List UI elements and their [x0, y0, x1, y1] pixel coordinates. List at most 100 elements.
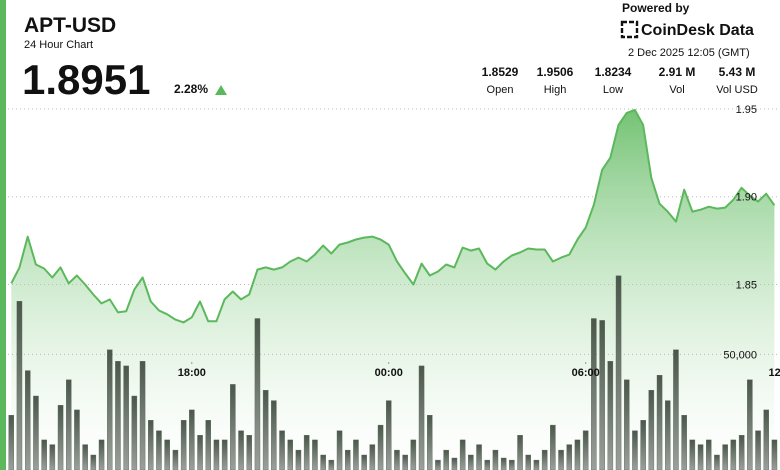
volume-bar	[16, 301, 23, 470]
volume-bar	[714, 454, 720, 470]
volume-bar	[574, 439, 581, 470]
volume-bar	[57, 405, 64, 470]
volume-bar	[262, 390, 269, 470]
volume-bar	[49, 444, 56, 470]
volume-bar	[147, 420, 154, 470]
volume-bar	[369, 444, 376, 470]
volume-bar	[738, 435, 745, 470]
subtitle: 24 Hour Chart	[24, 39, 93, 51]
volume-bar	[90, 454, 97, 470]
y-tick-label: 1.95	[736, 104, 757, 116]
brand-logo: CoinDesk Data	[620, 20, 754, 39]
symbol: APT-USD	[24, 14, 116, 37]
volume-bar	[459, 439, 466, 470]
volume-bar	[656, 375, 663, 470]
volume-bar	[254, 318, 261, 470]
volume-bar	[624, 379, 630, 470]
volume-bar	[689, 439, 696, 470]
volume-bar	[246, 435, 252, 470]
volume-bar	[205, 420, 211, 470]
volume-bar	[197, 435, 203, 470]
volume-bar	[279, 430, 285, 470]
x-tick-label: 00:00	[375, 367, 403, 379]
x-tick-label: 18:00	[178, 367, 206, 379]
volume-bar	[386, 400, 392, 470]
volume-bar	[303, 435, 310, 470]
volume-bar	[443, 449, 449, 470]
logo-icon	[620, 20, 639, 39]
volume-bar	[435, 459, 441, 470]
stat-value: 1.8529	[482, 65, 519, 79]
volume-bar	[345, 449, 351, 470]
volume-bar	[312, 439, 318, 470]
volume-bar	[172, 449, 179, 470]
stat-label: Vol	[669, 84, 684, 96]
volume-bar	[328, 459, 335, 470]
volume-bar	[156, 430, 162, 470]
volume-bar	[74, 409, 80, 470]
volume-bar	[632, 430, 638, 470]
volume-bar	[722, 444, 728, 470]
volume-bar	[189, 409, 195, 470]
price: 1.8951	[22, 56, 150, 103]
volume-bar	[582, 430, 589, 470]
volume-bar	[550, 424, 556, 470]
volume-bar	[287, 439, 294, 470]
volume-bar	[500, 457, 507, 470]
volume-bar	[139, 361, 146, 470]
x-tick-label: 12:00	[769, 367, 780, 379]
powered-by: Powered by	[622, 1, 690, 15]
volume-bar	[673, 349, 679, 470]
stat-value: 1.8234	[595, 65, 632, 79]
volume-bar	[558, 449, 564, 470]
volume-bar	[681, 415, 687, 470]
volume-bar	[648, 390, 655, 470]
stat-label: Low	[603, 84, 623, 96]
volume-bar	[230, 384, 236, 470]
header: APT-USD 24 Hour Chart 1.8951 2.28% Power…	[22, 1, 754, 103]
volume-bar	[361, 454, 367, 470]
volume-bar	[180, 420, 187, 470]
volume-bar	[98, 439, 105, 470]
timestamp: 2 Dec 2025 12:05 (GMT)	[628, 47, 750, 59]
volume-bar	[131, 395, 138, 470]
volume-bar	[640, 420, 646, 470]
volume-bar	[410, 439, 417, 470]
brand: CoinDesk Data	[641, 22, 754, 39]
volume-bar	[320, 454, 326, 470]
volume-bar	[115, 361, 121, 470]
volume-bar	[295, 449, 302, 470]
volume-bar	[468, 454, 474, 470]
volume-bar	[65, 379, 72, 470]
up-arrow	[215, 85, 227, 95]
volume-bar	[451, 457, 458, 470]
plot-area: 1.85 1.90 1.95 50,000 18:00 00:00 06:00 12:00	[8, 104, 780, 470]
price-area	[11, 110, 775, 470]
volume-bar	[747, 379, 753, 470]
stat-value: 2.91 M	[659, 65, 696, 79]
stats: 1.8529 Open 1.9506 High 1.8234 Low 2.91 M Vol 5.…	[482, 65, 758, 96]
volume-bar	[476, 444, 482, 470]
volume-bar	[492, 449, 499, 470]
volume-bar	[525, 454, 532, 470]
stat-value: 1.9506	[537, 65, 574, 79]
volume-bar	[541, 449, 548, 470]
stat-value: 5.43 M	[719, 65, 756, 79]
stat-label: Vol USD	[716, 84, 758, 96]
volume-bar	[213, 439, 220, 470]
volume-bar	[238, 430, 244, 470]
stat-label: Open	[487, 84, 514, 96]
volume-bar	[615, 275, 622, 470]
change: 2.28%	[174, 82, 208, 96]
volume-bar	[418, 365, 425, 470]
volume-tick-label: 50,000	[723, 349, 757, 361]
volume-bar	[730, 439, 737, 470]
volume-bar	[771, 439, 778, 470]
volume-bar	[33, 395, 39, 470]
volume-bar	[271, 400, 277, 470]
volume-bar	[706, 439, 712, 470]
volume-bar	[82, 444, 88, 470]
volume-bar	[402, 454, 408, 470]
